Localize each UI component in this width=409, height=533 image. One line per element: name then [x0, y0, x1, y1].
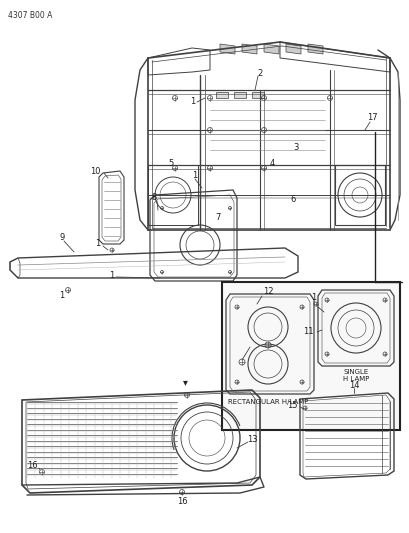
Text: 13: 13 [246, 435, 257, 445]
Polygon shape [220, 44, 234, 54]
Text: 1: 1 [192, 172, 197, 181]
Text: 6: 6 [290, 196, 295, 205]
Text: 9: 9 [59, 233, 65, 243]
Text: 12: 12 [262, 287, 272, 296]
Text: RECTANGULAR H/LAMP: RECTANGULAR H/LAMP [227, 399, 308, 405]
Text: 1: 1 [109, 271, 115, 279]
Text: 15: 15 [287, 400, 297, 409]
Text: 1: 1 [94, 239, 100, 248]
Text: H LAMP: H LAMP [342, 376, 368, 382]
Text: 11: 11 [303, 327, 313, 336]
Bar [334, 165, 384, 225]
Bar [148, 165, 198, 225]
Polygon shape [307, 44, 322, 54]
Text: 2: 2 [257, 69, 262, 77]
Text: 16: 16 [176, 497, 187, 506]
Text: 17: 17 [366, 114, 376, 123]
Polygon shape [263, 44, 278, 54]
Text: 4307 B00 A: 4307 B00 A [8, 12, 52, 20]
Text: 8: 8 [151, 193, 156, 203]
Bar [221, 282, 399, 430]
Text: 3: 3 [292, 143, 298, 152]
Text: 10: 10 [90, 166, 101, 175]
Text: 1: 1 [190, 98, 195, 107]
Text: 4: 4 [269, 158, 274, 167]
Text: 1: 1 [59, 290, 65, 300]
Text: SINGLE: SINGLE [343, 369, 368, 375]
Text: ▾: ▾ [182, 377, 187, 387]
Polygon shape [285, 44, 300, 54]
Bar [234, 92, 245, 98]
Bar [252, 92, 263, 98]
Text: 14: 14 [348, 381, 358, 390]
Polygon shape [241, 44, 256, 54]
Text: 5: 5 [168, 158, 173, 167]
Text: 7: 7 [215, 213, 220, 222]
Text: 1: 1 [310, 294, 316, 303]
Text: 16: 16 [27, 462, 38, 471]
Bar [216, 92, 227, 98]
